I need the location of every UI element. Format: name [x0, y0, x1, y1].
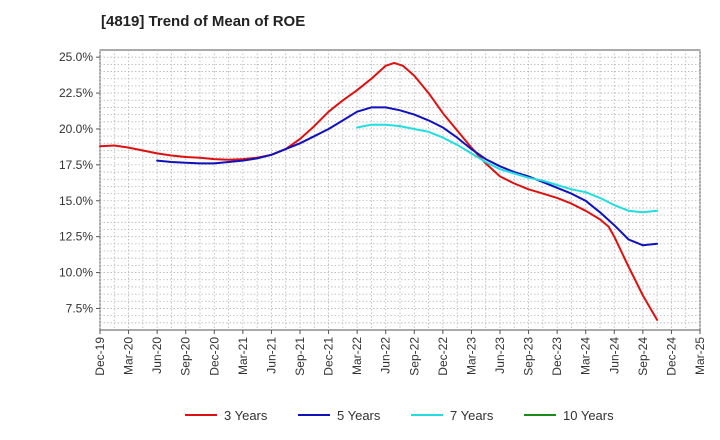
y-axis: 25.0% 22.5% 20.0% 17.5% 15.0% 12.5% 10.0% 7.5%	[59, 50, 100, 315]
legend: 3 Years 5 Years 7 Years 10 Years	[185, 408, 614, 423]
series-line-5-years	[156, 106, 659, 247]
series-lines	[99, 61, 659, 321]
x-tick-label: Jun-20	[150, 337, 164, 374]
y-tick-label: 10.0%	[59, 266, 93, 280]
y-tick-label: 25.0%	[59, 50, 93, 64]
legend-label: 3 Years	[224, 408, 268, 423]
x-tick-label: Mar-20	[122, 337, 136, 375]
x-tick-label: Sep-21	[293, 337, 307, 376]
x-tick-label: Mar-23	[464, 337, 478, 375]
x-tick-label: Dec-23	[550, 337, 564, 376]
x-tick-label: Jun-24	[607, 337, 621, 374]
x-tick-label: Dec-19	[93, 337, 107, 376]
x-tick-label: Jun-23	[493, 337, 507, 374]
series-line-3-years	[99, 61, 659, 321]
y-tick-label: 7.5%	[66, 301, 94, 315]
x-tick-label: Dec-21	[322, 337, 336, 376]
y-tick-label: 12.5%	[59, 230, 93, 244]
chart-title: [4819] Trend of Mean of ROE	[101, 13, 306, 30]
legend-label: 10 Years	[563, 408, 614, 423]
x-tick-label: Dec-22	[436, 337, 450, 376]
x-tick-label: Sep-20	[179, 337, 193, 376]
y-tick-label: 17.5%	[59, 158, 93, 172]
x-tick-label: Sep-22	[407, 337, 421, 376]
x-tick-label: Mar-24	[579, 337, 593, 375]
grid	[99, 50, 701, 330]
series-line-7-years	[356, 123, 659, 214]
legend-label: 7 Years	[450, 408, 494, 423]
x-tick-label: Sep-24	[636, 337, 650, 376]
x-tick-label: Jun-22	[379, 337, 393, 374]
x-axis: Dec-19 Mar-20 Jun-20 Sep-20 Dec-20 Mar-21 Jun-…	[93, 330, 707, 376]
x-tick-label: Dec-24	[664, 337, 678, 376]
x-tick-label: Mar-22	[350, 337, 364, 375]
x-tick-label: Mar-21	[236, 337, 250, 375]
x-tick-label: Mar-25	[693, 337, 707, 375]
y-tick-label: 20.0%	[59, 122, 93, 136]
x-tick-label: Sep-23	[522, 337, 536, 376]
x-tick-label: Dec-20	[207, 337, 221, 376]
x-tick-label: Jun-21	[264, 337, 278, 374]
y-tick-label: 22.5%	[59, 86, 93, 100]
legend-label: 5 Years	[337, 408, 381, 423]
y-tick-label: 15.0%	[59, 194, 93, 208]
